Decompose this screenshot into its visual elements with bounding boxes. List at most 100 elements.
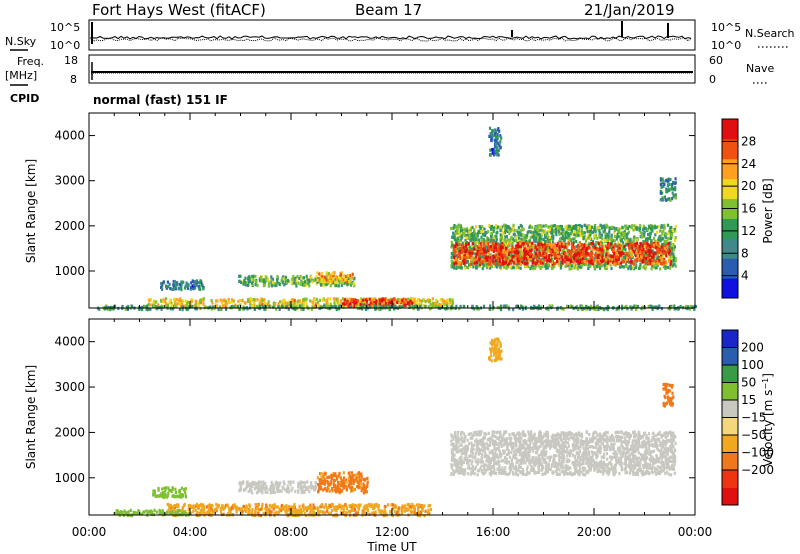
- scatter-cell: [575, 265, 578, 269]
- scatter-cell: [343, 481, 346, 486]
- scatter-cell: [661, 185, 664, 189]
- scatter-cell: [253, 307, 256, 311]
- scatter-cell: [265, 485, 268, 489]
- scatter-cell: [642, 259, 645, 263]
- scatter-cell: [216, 299, 219, 303]
- scatter-cell: [511, 241, 514, 245]
- scatter-cell: [392, 302, 395, 306]
- scatter-cell: [175, 495, 178, 499]
- scatter-cell: [659, 198, 662, 202]
- scatter-cell: [640, 251, 643, 255]
- scatter-cell: [471, 304, 474, 308]
- scatter-cell: [464, 238, 467, 243]
- scatter-cell: [575, 256, 579, 260]
- scatter-cell: [669, 255, 672, 259]
- colorbar-segment: [722, 138, 738, 160]
- scatter-cell: [172, 279, 175, 284]
- scatter-cell: [596, 236, 599, 240]
- scatter-cell: [631, 251, 634, 255]
- scatter-cell: [669, 251, 672, 255]
- scatter-cell: [497, 148, 500, 152]
- scatter-cell: [571, 305, 574, 309]
- scatter-cell: [666, 223, 669, 227]
- scatter-cell: [293, 298, 296, 302]
- scatter-cell: [673, 262, 676, 267]
- scatter-cell: [456, 262, 459, 266]
- scatter-cell: [649, 304, 652, 308]
- scatter-cell: [548, 249, 551, 253]
- scatter-cell: [279, 481, 282, 485]
- scatter-cell: [661, 232, 664, 236]
- scatter-cell: [457, 229, 460, 233]
- scatter-cell: [252, 297, 255, 302]
- scatter-cell: [353, 299, 357, 303]
- radar-title: Fort Hays West (fitACF): [92, 1, 266, 19]
- scatter-cell: [447, 301, 450, 305]
- scatter-cell: [551, 304, 554, 308]
- scatter-cell: [588, 246, 591, 250]
- scatter-cell: [463, 254, 466, 258]
- scatter-cell: [267, 284, 270, 288]
- scatter-cell: [189, 303, 192, 307]
- scatter-cell: [429, 299, 432, 303]
- scatter-cell: [665, 233, 668, 237]
- scatter-cell: [661, 258, 664, 262]
- scatter-cell: [297, 482, 300, 486]
- scatter-cell: [657, 244, 660, 248]
- noise-right-tick-top: 10^5: [711, 21, 741, 34]
- scatter-cell: [238, 304, 241, 308]
- scatter-cell: [603, 228, 606, 232]
- scatter-cell: [146, 304, 149, 308]
- scatter-cell: [211, 301, 214, 305]
- scatter-cell: [277, 301, 280, 306]
- scatter-cell: [249, 300, 252, 304]
- scatter-cell: [364, 486, 367, 490]
- velocity-scatter-marks: [114, 337, 677, 518]
- scatter-cell: [544, 264, 547, 268]
- scatter-cell: [351, 489, 354, 493]
- scatter-cell: [369, 301, 372, 305]
- scatter-cell: [416, 307, 419, 311]
- scatter-cell: [517, 233, 520, 237]
- scatter-cell: [489, 148, 492, 152]
- scatter-cell: [656, 252, 659, 257]
- scatter-cell: [502, 238, 505, 242]
- scatter-cell: [573, 259, 577, 263]
- scatter-cell: [502, 304, 505, 308]
- scatter-cell: [385, 297, 388, 301]
- scatter-cell: [541, 261, 544, 265]
- scatter-cell: [302, 276, 305, 280]
- scatter-cell: [541, 253, 544, 258]
- scatter-cell: [668, 253, 671, 257]
- scatter-cell: [626, 251, 629, 256]
- scatter-cell: [674, 188, 677, 192]
- scatter-cell: [310, 275, 313, 279]
- scatter-cell: [520, 237, 523, 241]
- scatter-cell: [519, 262, 523, 266]
- cpid-label: CPID: [10, 92, 39, 105]
- scatter-cell: [540, 242, 543, 246]
- scatter-cell: [462, 304, 465, 308]
- scatter-cell: [465, 236, 468, 240]
- scatter-cell: [277, 483, 280, 487]
- scatter-cell: [515, 235, 518, 239]
- colorbar-tick-label: 20: [741, 179, 756, 193]
- scatter-cell: [505, 257, 508, 261]
- scatter-cell: [674, 259, 677, 263]
- scatter-cell: [524, 236, 527, 240]
- scatter-cell: [415, 300, 418, 304]
- scatter-cell: [503, 242, 506, 246]
- scatter-cell: [358, 484, 361, 489]
- scatter-cell: [480, 247, 483, 251]
- scatter-cell: [605, 258, 608, 262]
- scatter-cell: [324, 279, 327, 284]
- scatter-cell: [311, 300, 314, 304]
- scatter-cell: [284, 280, 287, 285]
- scatter-cell: [488, 247, 491, 251]
- scatter-cell: [306, 278, 309, 282]
- scatter-cell: [564, 245, 567, 249]
- scatter-cell: [577, 259, 580, 263]
- scatter-cell: [466, 249, 469, 253]
- scatter-cell: [292, 304, 295, 308]
- scatter-cell: [462, 249, 465, 253]
